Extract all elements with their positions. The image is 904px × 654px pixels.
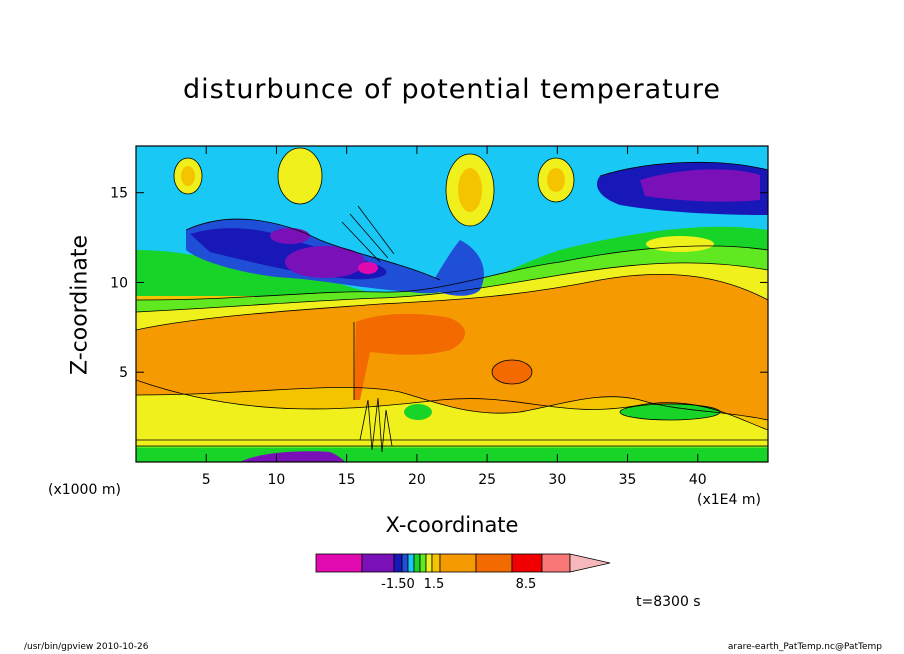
colorbar-bin [419,553,427,573]
colorbar-bin [315,553,363,573]
colorbar: -1.50 1.5 8.5 [315,553,611,592]
x-tick-label: 30 [548,472,566,488]
colorbar-bin [475,553,513,573]
x-tick-label: 35 [619,472,637,488]
x-axis-label: X-coordinate [385,513,519,537]
colorbar-bin [439,553,477,573]
colorbar-bin [393,553,403,573]
x-tick-label: 25 [478,472,496,488]
x-unit-label: (x1000 m) [48,482,121,498]
colorbar-tick-label: 1.5 [424,577,445,592]
colorbar-bin [361,553,395,573]
x-tick-label: 20 [408,472,426,488]
footer-right: arare-earth_PatTemp.nc@PatTemp [727,642,882,652]
x-tick-label: 5 [202,472,211,488]
x-tick-label: 40 [689,472,707,488]
footer-left: /usr/bin/gpview 2010-10-26 [24,642,149,652]
colorbar-bin [425,553,433,573]
colorbar-extend-arrow [569,553,611,573]
colorbar-bin [511,553,543,573]
contour-field [136,146,768,462]
colorbar-tick-label: -1.50 [381,577,415,592]
colorbar-bin [401,553,409,573]
y-tick-label: 5 [119,365,128,381]
y-tick-label: 15 [110,186,128,202]
y-tick-label: 10 [110,275,128,291]
time-label: t=8300 s [636,594,701,610]
x-tick-label: 15 [338,472,356,488]
colorbar-bin [407,553,415,573]
colorbar-bin [413,553,421,573]
colorbar-tick-label: 8.5 [516,577,537,592]
plot-frame [135,145,769,463]
y-axis-label: Z-coordinate [67,235,93,375]
colorbar-bin [431,553,441,573]
chart-title: disturbunce of potential temperature [183,74,721,105]
axis-ticks: 5 10 15 20 25 30 35 40 5 10 15 [110,146,768,488]
colorbar-bin [541,553,571,573]
x-scale-label: (x1E4 m) [697,492,761,508]
x-tick-label: 10 [268,472,286,488]
